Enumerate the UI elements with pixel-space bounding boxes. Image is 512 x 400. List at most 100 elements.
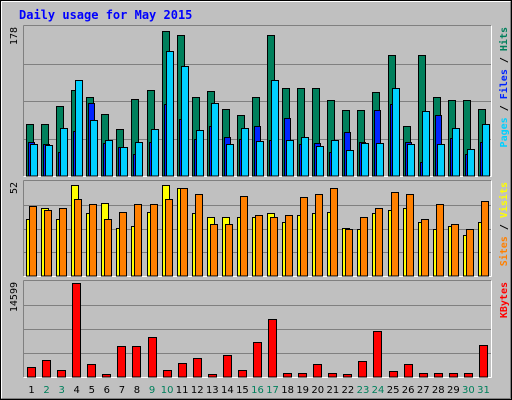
side-legend-pages: Pages	[499, 117, 510, 147]
bar-kbytes-day-11	[178, 363, 187, 378]
bar-sites-day-17	[270, 217, 278, 277]
side-legend-hits: Hits	[498, 27, 510, 51]
bar-sites-day-5	[89, 204, 97, 277]
bar-sites-day-8	[134, 204, 142, 277]
day-label-3: 3	[58, 385, 64, 396]
side-legend: Sites / Visits	[498, 182, 510, 266]
bar-pages-day-24	[376, 143, 384, 177]
bar-pages-day-13	[211, 103, 219, 177]
bar-pages-day-25	[392, 88, 400, 177]
bar-pages-day-16	[256, 141, 264, 177]
bar-kbytes-day-30	[464, 373, 473, 378]
bar-pages-day-23	[361, 143, 369, 177]
bar-sites-day-4	[74, 199, 82, 277]
day-label-22: 22	[342, 385, 355, 396]
bar-kbytes-day-29	[449, 373, 458, 378]
day-label-18: 18	[281, 385, 294, 396]
bar-kbytes-day-31	[479, 345, 488, 378]
bar-sites-day-18	[285, 215, 293, 277]
bar-sites-day-22	[345, 229, 353, 277]
day-label-13: 13	[206, 385, 219, 396]
bar-sites-day-19	[300, 197, 308, 277]
day-label-5: 5	[89, 385, 95, 396]
bar-kbytes-day-26	[404, 364, 413, 378]
bar-pages-day-28	[437, 144, 445, 177]
day-label-21: 21	[326, 385, 339, 396]
day-label-23: 23	[357, 385, 370, 396]
day-label-29: 29	[447, 385, 460, 396]
bar-kbytes-day-9	[148, 337, 157, 378]
side-legend-files: Files	[498, 69, 510, 99]
y-max-label: 178	[9, 27, 20, 45]
bar-sites-day-6	[104, 219, 112, 277]
day-label-20: 20	[311, 385, 324, 396]
bar-kbytes-day-21	[328, 373, 337, 378]
bar-sites-day-24	[375, 208, 383, 277]
bar-pages-day-26	[407, 144, 415, 177]
day-label-17: 17	[266, 385, 279, 396]
bar-kbytes-day-3	[57, 370, 66, 378]
day-label-14: 14	[221, 385, 234, 396]
bar-kbytes-day-18	[283, 373, 292, 378]
bar-sites-day-31	[481, 201, 489, 277]
day-label-15: 15	[236, 385, 249, 396]
bar-sites-day-20	[315, 194, 323, 277]
bar-pages-day-11	[181, 66, 189, 177]
bar-sites-day-25	[391, 192, 399, 277]
panel-hits-files-pages: 178 Pages / Files / Hits	[9, 25, 510, 177]
side-legend-visits: Visits	[498, 182, 510, 218]
bar-kbytes-day-20	[313, 364, 322, 378]
bar-kbytes-day-28	[434, 373, 443, 378]
chart-title: Daily usage for May 2015	[19, 8, 192, 22]
y-max-label: 14599	[9, 282, 20, 312]
day-label-9: 9	[149, 385, 155, 396]
bar-pages-day-9	[151, 129, 159, 177]
x-axis-day-labels: 1 2 3 4 5 6 7 8 9 10 11 12 13 14 15 16 17 18 19 20 21 22 23 24 2…	[28, 385, 489, 396]
bar-pages-day-18	[286, 140, 294, 177]
bar-pages-day-31	[482, 124, 490, 177]
bar-kbytes-day-10	[163, 370, 172, 378]
bar-pages-day-22	[346, 150, 354, 177]
bar-sites-day-13	[210, 224, 218, 277]
day-label-8: 8	[134, 385, 140, 396]
bar-kbytes-day-24	[373, 331, 382, 378]
bar-kbytes-day-1	[27, 367, 36, 378]
bar-sites-day-11	[180, 188, 188, 277]
side-legend-separator: /	[499, 51, 510, 69]
bar-sites-day-16	[255, 215, 263, 277]
series-pages	[30, 51, 490, 177]
day-label-12: 12	[191, 385, 204, 396]
bar-kbytes-day-6	[102, 374, 111, 378]
bar-pages-day-1	[30, 144, 38, 177]
bar-kbytes-day-13	[208, 374, 217, 378]
day-label-16: 16	[251, 385, 264, 396]
day-label-31: 31	[477, 385, 490, 396]
day-label-11: 11	[176, 385, 189, 396]
bar-sites-day-21	[330, 188, 338, 277]
day-label-7: 7	[119, 385, 125, 396]
bar-sites-day-28	[436, 204, 444, 277]
bar-sites-day-1	[29, 206, 37, 277]
bar-pages-day-30	[467, 149, 475, 177]
side-legend-sites: Sites	[498, 236, 510, 266]
side-legend: Pages / Files / Hits	[498, 27, 510, 147]
day-label-25: 25	[387, 385, 400, 396]
bar-kbytes-day-19	[298, 373, 307, 378]
bar-pages-day-6	[105, 140, 113, 177]
y-max-label: 52	[9, 182, 20, 194]
bar-pages-day-17	[271, 80, 279, 177]
bar-sites-day-10	[165, 199, 173, 277]
panel-kbytes: 14599 KBytes	[9, 280, 510, 378]
bar-kbytes-day-2	[42, 360, 51, 378]
bar-pages-day-20	[316, 146, 324, 177]
bar-kbytes-day-23	[358, 361, 367, 378]
bar-sites-day-15	[240, 196, 248, 277]
day-label-2: 2	[43, 385, 49, 396]
bar-kbytes-day-8	[132, 346, 141, 378]
bar-pages-day-14	[226, 144, 234, 177]
bar-sites-day-12	[195, 194, 203, 277]
day-label-19: 19	[296, 385, 309, 396]
bar-pages-day-27	[422, 111, 430, 177]
bar-pages-day-4	[75, 80, 83, 177]
series-kbytes	[27, 283, 488, 378]
